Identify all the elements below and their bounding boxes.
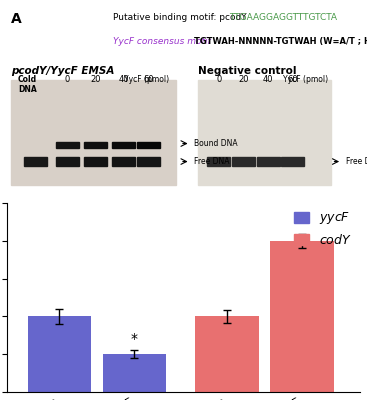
Text: 60: 60 <box>143 75 153 84</box>
Bar <box>84 142 107 148</box>
Bar <box>257 156 280 166</box>
Text: pcodY/YycF EMSA: pcodY/YycF EMSA <box>11 66 114 76</box>
Bar <box>281 156 304 166</box>
Text: 40: 40 <box>263 75 273 84</box>
Bar <box>197 80 331 184</box>
Bar <box>24 156 47 166</box>
Bar <box>56 142 79 148</box>
Text: 40: 40 <box>118 75 129 84</box>
Text: TTGAAGGAGGTTTGTCTA: TTGAAGGAGGTTTGTCTA <box>229 14 337 22</box>
Bar <box>84 156 107 166</box>
Bar <box>28 316 91 392</box>
Text: 0: 0 <box>65 75 70 84</box>
Bar <box>137 156 160 166</box>
Bar <box>112 142 135 148</box>
Bar <box>195 316 259 392</box>
Bar <box>11 80 177 184</box>
Text: 60: 60 <box>287 75 298 84</box>
Bar <box>137 142 160 148</box>
Text: *: * <box>131 332 138 346</box>
Text: YycF (pmol): YycF (pmol) <box>124 75 170 84</box>
Text: YycF consensus motif: YycF consensus motif <box>113 37 211 46</box>
Text: *: * <box>298 215 305 229</box>
Text: 20: 20 <box>238 75 249 84</box>
Bar <box>232 156 255 166</box>
Text: YycF (pmol): YycF (pmol) <box>283 75 328 84</box>
Bar <box>270 241 334 392</box>
Text: A: A <box>11 12 22 26</box>
Legend: $\it{yycF}$, $\it{codY}$: $\it{yycF}$, $\it{codY}$ <box>289 205 357 252</box>
Text: Putative binding motif: pcodY: Putative binding motif: pcodY <box>113 14 252 22</box>
Text: TGTWAH-NNNNN-TGTWAH (W=A/T ; H=A/T/C): TGTWAH-NNNNN-TGTWAH (W=A/T ; H=A/T/C) <box>194 37 367 46</box>
Text: Free DNA: Free DNA <box>346 157 367 166</box>
Text: Negative control: Negative control <box>197 66 296 76</box>
Bar <box>103 354 166 392</box>
Bar <box>112 156 135 166</box>
Text: Cold
DNA: Cold DNA <box>18 75 37 94</box>
Text: 0: 0 <box>216 75 221 84</box>
Text: 20: 20 <box>90 75 101 84</box>
Text: Free DNA: Free DNA <box>194 157 230 166</box>
Text: Bound DNA: Bound DNA <box>194 139 238 148</box>
Bar <box>207 156 230 166</box>
Bar <box>56 156 79 166</box>
